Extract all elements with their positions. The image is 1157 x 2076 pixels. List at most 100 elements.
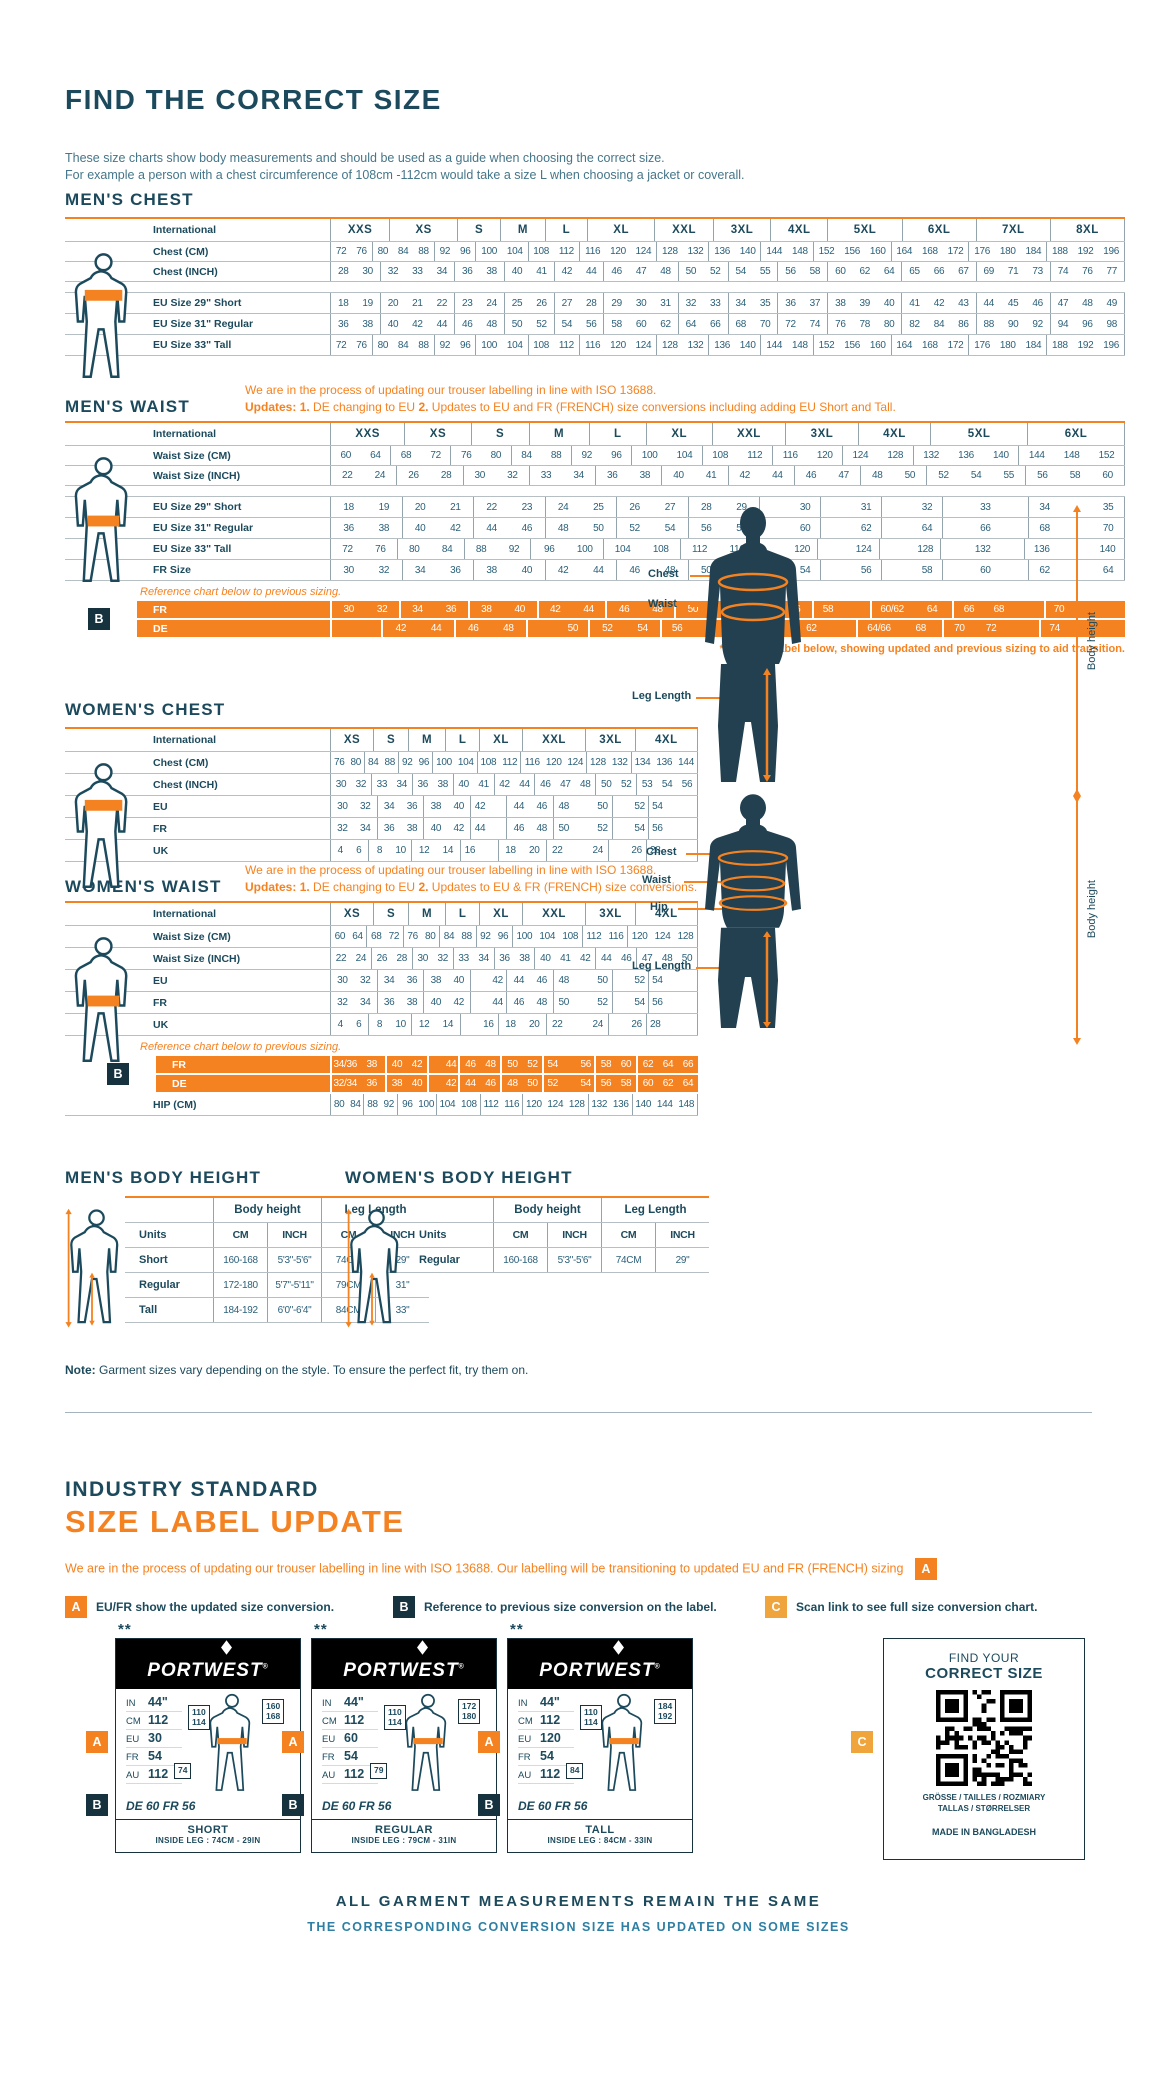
inside-leg-text: INSIDE LEG : 74CM - 29IN xyxy=(155,1836,261,1845)
size-value: 50 xyxy=(507,1059,518,1070)
size-value: 12 xyxy=(418,1019,430,1030)
cell-group: 140 144 148 xyxy=(631,1094,699,1115)
size-value xyxy=(574,992,593,1013)
size-group-label: M xyxy=(421,908,433,920)
size-value xyxy=(461,1014,479,1035)
cell-group: 40 41 xyxy=(503,262,554,281)
de-size: DE 60 xyxy=(126,1799,160,1813)
size-value: 36 xyxy=(785,297,796,309)
cell-group: 24 25 xyxy=(544,497,617,517)
legend-item: A EU/FR show the updated size conversion. xyxy=(65,1596,334,1618)
size-value: 32 xyxy=(376,604,388,615)
size-value: 49 xyxy=(1106,297,1118,309)
size-value: 96 xyxy=(459,246,471,257)
size-value: 116 xyxy=(504,1099,520,1110)
size-value: 56 xyxy=(700,522,712,534)
size-value xyxy=(609,840,627,861)
size-value: 100 xyxy=(436,757,452,768)
cell-group: 52 54 xyxy=(587,620,660,637)
measurement-value: 112 xyxy=(540,1713,561,1727)
row-label: UK xyxy=(153,844,169,857)
size-value: 50 xyxy=(511,318,523,330)
fit-name: SHORT xyxy=(187,1824,229,1836)
womens-body-height-section: WOMEN'S BODY HEIGHT Body height Leg Length… xyxy=(345,1168,710,1328)
size-value: 80 xyxy=(409,543,420,555)
size-value: 104 xyxy=(614,543,631,555)
size-value: 48 xyxy=(536,997,547,1008)
cell-group: 70 72 xyxy=(941,620,1039,637)
cell-group: 164 168 172 xyxy=(890,335,969,355)
cell-group: 25 26 xyxy=(503,293,554,313)
language-sizes-line-1: GRÖSSE / TAILLES / ROZMIARY xyxy=(922,1793,1046,1802)
update-line-2: Updates: 1. DE changing to EU 2. Updates… xyxy=(245,879,698,896)
cell-group: 112 116 xyxy=(679,539,756,559)
cell-group: 50 52 xyxy=(553,992,612,1013)
size-value: 140 xyxy=(739,339,756,351)
size-value: 156 xyxy=(844,339,860,351)
size-value: 66 xyxy=(682,1059,694,1070)
cell-group: 26 28 xyxy=(370,948,412,969)
row-cells: 60 64 68 72 76 80 84 88 92 96 100 104 108 112 116 120 12… xyxy=(330,926,698,947)
size-value: 46 xyxy=(536,801,547,812)
size-group: XXL xyxy=(711,423,786,445)
size-value: 136 xyxy=(714,339,730,351)
cell-group: 38 40 xyxy=(423,970,470,991)
measurement-system: EU xyxy=(518,1734,532,1745)
cell-group: 18 20 xyxy=(497,840,547,861)
size-value: 24 xyxy=(486,297,497,309)
size-value: 84 xyxy=(350,1099,361,1110)
size-value: 25 xyxy=(593,501,604,513)
size-group: 4XL xyxy=(634,729,698,751)
size-value: 42 xyxy=(453,823,465,834)
size-value: 52 xyxy=(634,975,645,986)
size-group: 4XL xyxy=(770,219,827,241)
row-cells: 4 6 8 10 12 14 16 18 20 22 24 26 28 xyxy=(330,840,699,861)
size-value: 68 xyxy=(370,931,382,942)
measurement-system: FR xyxy=(126,1752,139,1763)
size-value: 58 xyxy=(600,1059,612,1070)
size-value: 88 xyxy=(475,543,487,555)
cell-group: 132 136 xyxy=(587,1094,632,1115)
cell-group: 48 50 xyxy=(860,466,926,485)
cell-group: 36 38 xyxy=(376,818,424,839)
section-heading: MEN'S CHEST xyxy=(65,190,194,209)
size-value: 76 xyxy=(356,339,367,351)
units-label: Units xyxy=(419,1229,447,1241)
size-value: 30 xyxy=(474,470,486,481)
size-group-label: XXS xyxy=(355,428,380,440)
size-value: 64 xyxy=(926,604,938,615)
cell-group: 116 120 124 xyxy=(579,242,656,261)
size-value: 42 xyxy=(492,975,503,986)
cell-group: 53 54 56 xyxy=(636,774,698,795)
cell-group: 44 xyxy=(470,992,506,1013)
fit-value: 5'3"-5'6" xyxy=(547,1248,601,1272)
size-value: 108 xyxy=(460,1099,477,1110)
size-table: International XXS XS S M L XL XXL 3XL 4XL 5XL 6XL 7X… xyxy=(65,217,1125,378)
cell-group: 112 116 xyxy=(479,1094,522,1115)
cell-group: 42 xyxy=(427,1075,458,1092)
size-group-label: 7XL xyxy=(1001,224,1025,236)
size-value: 47 xyxy=(560,779,571,790)
cell-group: 50 52 xyxy=(595,774,636,795)
size-value xyxy=(429,1056,444,1073)
size-value xyxy=(479,840,497,861)
cell-group: 52 54 xyxy=(542,1075,593,1092)
size-value: 42 xyxy=(453,997,465,1008)
cell-group: 36 37 xyxy=(777,293,827,313)
row-cells: 30 32 34 36 38 40 42 44 46 48 50 52 54 xyxy=(330,970,698,991)
size-value: 144 xyxy=(766,339,783,351)
size-value: 84 xyxy=(521,450,532,461)
label-update-intro: We are in the process of updating our tr… xyxy=(65,1558,1125,1580)
height-range-value: 192 xyxy=(658,1710,673,1721)
chest-label: Chest xyxy=(648,568,679,580)
size-value: 196 xyxy=(1103,246,1120,257)
cell-group: 128 132 xyxy=(656,242,708,261)
label-measurements: IN 44" CM 112 EU 60 FR 54 AU 112 110 114 172 180 79 xyxy=(312,1689,496,1801)
size-value: 40 xyxy=(511,266,523,277)
leg-length-value: 74 xyxy=(178,1765,188,1775)
size-value: 31 xyxy=(860,501,872,513)
size-group-label: XS xyxy=(343,908,361,920)
cell-group: 152 156 160 xyxy=(812,335,891,355)
table-row: EU Size 31" Regular 36 38 40 42 44 46 48 50 52 54 5… xyxy=(65,314,1125,335)
cell-group: 26 28 xyxy=(396,466,462,485)
